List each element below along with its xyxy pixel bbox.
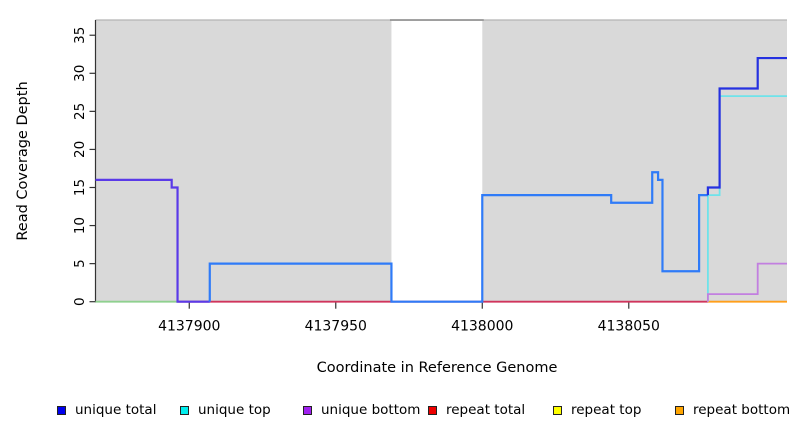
legend-swatch-repeat-total <box>428 405 437 415</box>
legend-item-unique-bottom: unique bottom <box>303 402 420 418</box>
x-tick-label: 4138000 <box>451 319 513 335</box>
y-tick-label: 30 <box>72 65 88 82</box>
legend-swatch-unique-top <box>180 405 189 415</box>
legend-label: repeat top <box>571 402 642 418</box>
x-tick-label: 4137900 <box>158 319 220 335</box>
y-tick-label: 0 <box>72 297 88 306</box>
x-tick-label: 4137950 <box>305 319 367 335</box>
y-tick-label: 5 <box>72 259 88 268</box>
y-tick-label: 35 <box>72 27 88 44</box>
x-tick-label: 4138050 <box>598 319 660 335</box>
legend-label: unique total <box>75 402 157 418</box>
series-unique-bottom-line <box>706 262 787 302</box>
series-unique-total-left-line <box>95 178 210 303</box>
legend-swatch-unique-bottom <box>303 405 312 415</box>
gap-region <box>391 20 483 302</box>
legend-label: unique top <box>198 402 271 418</box>
y-tick-label: 25 <box>72 103 88 120</box>
legend-item-repeat-top: repeat top <box>553 402 641 418</box>
legend-item-repeat-bottom: repeat bottom <box>675 402 790 418</box>
y-tick-label: 20 <box>72 141 88 158</box>
legend-swatch-repeat-bottom <box>675 405 684 415</box>
series-unique-total-mid-line <box>208 171 708 303</box>
legend-item-repeat-total: repeat total <box>428 402 525 418</box>
y-tick-label: 15 <box>72 179 88 196</box>
legend-item-unique-top: unique top <box>180 402 271 418</box>
y-axis-title: Read Coverage Depth <box>15 81 31 241</box>
legend-item-unique-total: unique total <box>57 402 156 418</box>
legend-swatch-repeat-top <box>553 405 562 415</box>
legend-label: repeat bottom <box>693 402 791 418</box>
series-unique-total-right-line <box>706 56 787 196</box>
legend-label: repeat total <box>446 402 526 418</box>
x-axis-title: Coordinate in Reference Genome <box>316 360 558 376</box>
y-tick-label: 10 <box>72 217 88 234</box>
legend-label: unique bottom <box>321 402 421 418</box>
series-unique-top-line <box>706 95 787 302</box>
legend-swatch-unique-total <box>57 405 66 415</box>
